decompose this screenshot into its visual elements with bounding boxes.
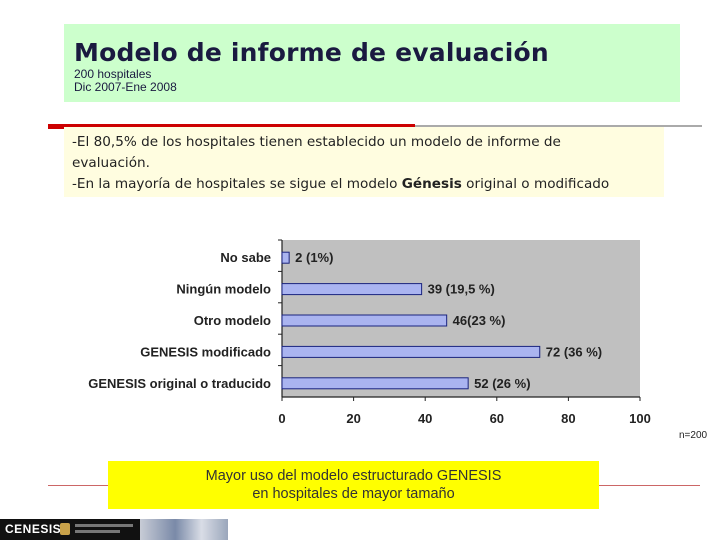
finding-3-end: original o modificado (461, 176, 610, 192)
finding-3-model: Génesis (401, 176, 462, 192)
x-tick-label: 0 (278, 411, 285, 426)
category-label: Ningún modelo (176, 282, 271, 297)
x-tick-label: 100 (629, 411, 651, 426)
conclusion-box: Mayor uso del modelo estructurado GENESI… (108, 461, 599, 509)
x-tick-label: 80 (561, 411, 575, 426)
seal-icon (60, 523, 70, 535)
category-label: No sabe (220, 250, 271, 265)
subtitle-dates: Dic 2007-Ene 2008 (74, 80, 177, 94)
gray-divider (415, 125, 702, 127)
category-label: GENESIS modificado (140, 344, 271, 359)
page-title: Modelo de informe de evaluación (74, 38, 549, 67)
category-label: Otro modelo (194, 313, 271, 328)
footer-bar: CENESIS (0, 519, 720, 540)
data-label: 46(23 %) (453, 313, 506, 328)
data-label: 52 (26 %) (474, 376, 530, 391)
category-label: GENESIS original o traducido (88, 376, 271, 391)
bar (281, 251, 290, 264)
subtitle-hospitals: 200 hospitales (74, 67, 152, 81)
finding-line-3: -En la mayoría de hospitales se sigue el… (72, 174, 656, 195)
data-label: 2 (1%) (295, 250, 333, 265)
bar (281, 377, 469, 390)
conclusion-line-1: Mayor uso del modelo estructurado GENESI… (205, 468, 502, 484)
finding-1-start: -El 80,5% de los hospitales (72, 134, 260, 150)
ministry-logo-line-2 (75, 530, 120, 533)
bar (281, 314, 448, 327)
bar (281, 283, 423, 296)
conclusion-line-2: en hospitales de mayor tamaño (252, 486, 455, 502)
x-tick-label: 60 (490, 411, 504, 426)
x-tick-label: 20 (346, 411, 360, 426)
red-divider (48, 124, 415, 129)
findings-box: -El 80,5% de los hospitales tienen estab… (64, 127, 664, 197)
footer-logo: CENESIS (5, 522, 62, 536)
data-label: 39 (19,5 %) (428, 282, 495, 297)
footer-photo-strip (140, 519, 228, 540)
sample-size-note: n=200 (679, 430, 708, 441)
footer-logo-area: CENESIS (0, 519, 140, 540)
bar (281, 345, 541, 358)
finding-1-end: tienen establecido un modelo de informe … (259, 134, 561, 150)
ministry-logo-line (75, 524, 133, 527)
finding-line-1: -El 80,5% de los hospitales tienen estab… (72, 132, 656, 153)
title-box: Modelo de informe de evaluación 200 hosp… (64, 24, 680, 102)
finding-3-start: -En la mayoría de hospitales se sigue el… (72, 176, 402, 192)
finding-line-2: evaluación. (72, 155, 150, 171)
x-tick-label: 40 (418, 411, 432, 426)
data-label: 72 (36 %) (546, 344, 602, 359)
